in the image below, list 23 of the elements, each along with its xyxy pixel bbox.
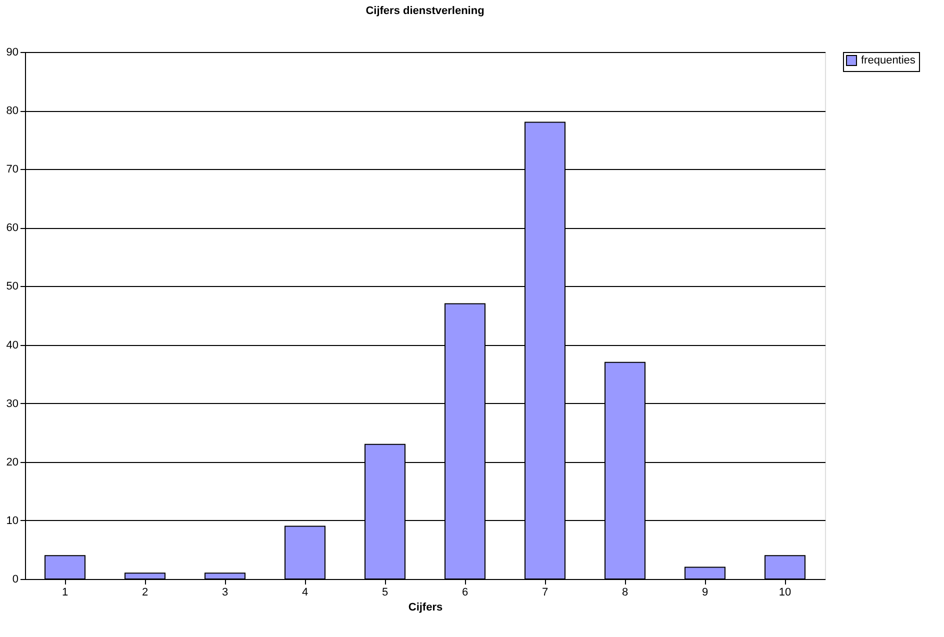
x-tick-label: 10 (778, 586, 792, 598)
x-tick-label: 6 (462, 586, 468, 598)
x-tick-label: 5 (382, 586, 388, 598)
x-tick-label: 7 (542, 586, 548, 598)
y-tick-label: 30 (6, 398, 18, 410)
y-tick-label: 0 (12, 574, 18, 586)
x-tick-label: 8 (622, 586, 628, 598)
legend-label: frequenties (861, 54, 916, 66)
x-tick-label: 9 (702, 586, 708, 598)
y-tick-label: 40 (6, 339, 18, 352)
y-tick-label: 60 (6, 222, 18, 234)
x-tick-label: 4 (302, 586, 308, 598)
y-tick-label: 90 (6, 46, 18, 58)
y-tick-label: 20 (6, 456, 18, 468)
chart-title: Cijfers dienstverlening (366, 5, 484, 17)
x-tick-label: 2 (142, 586, 148, 598)
y-tick-label: 80 (6, 105, 18, 118)
y-tick-label: 10 (6, 514, 18, 527)
x-tick-label: 3 (222, 586, 228, 598)
x-tick-label: 1 (62, 586, 68, 598)
x-axis-title: Cijfers (408, 602, 443, 614)
y-tick-label: 50 (6, 280, 18, 293)
y-tick-label: 70 (6, 164, 18, 176)
